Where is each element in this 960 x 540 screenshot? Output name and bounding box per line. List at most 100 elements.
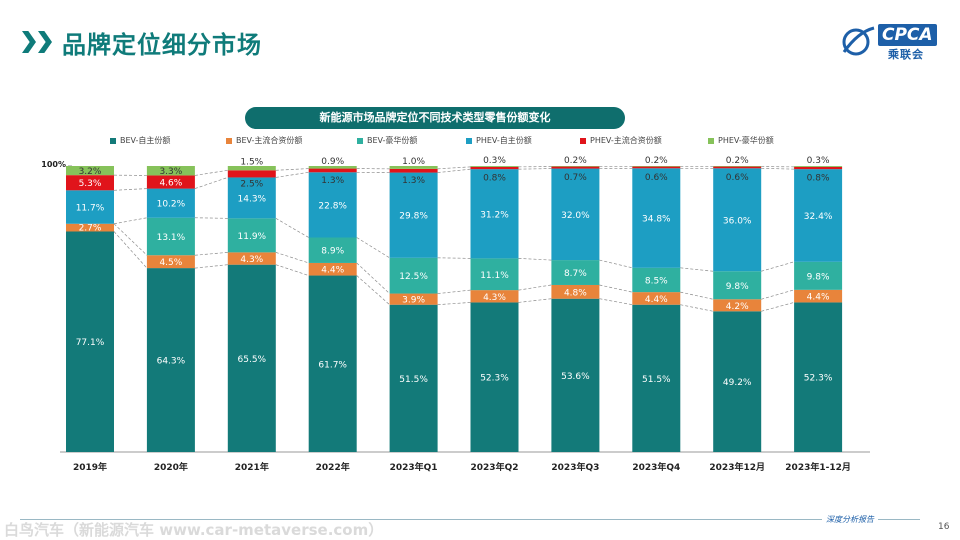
footer-report-label: 深度分析报告 <box>822 514 878 525</box>
data-label: 0.7% <box>564 173 587 183</box>
connector-line <box>437 166 471 170</box>
title-bar: 品牌定位细分市场 <box>22 22 262 62</box>
chart-title: 新能源市场品牌定位不同技术类型零售份额变化 <box>245 107 625 129</box>
connector-line <box>761 261 795 272</box>
x-tick-label: 2023年Q3 <box>551 461 599 473</box>
bar-segment <box>389 172 438 258</box>
page-title: 品牌定位细分市场 <box>62 30 262 59</box>
bar-segment <box>146 175 195 189</box>
x-tick-label: 2019年 <box>73 461 107 473</box>
data-label: 5.3% <box>79 179 102 189</box>
data-label: 3.3% <box>159 167 182 177</box>
bar-segment <box>146 166 195 176</box>
bar-segment <box>713 271 762 300</box>
data-label: 8.7% <box>564 269 587 279</box>
bar-segment <box>389 304 438 452</box>
legend-swatch <box>580 137 586 144</box>
legend-item: PHEV-豪华份额 <box>708 135 774 146</box>
data-label: 1.3% <box>402 176 425 186</box>
bar-segment <box>389 168 438 173</box>
bar-segment <box>551 260 600 285</box>
x-tick-label: 2023年1-12月 <box>785 461 851 473</box>
data-label: 0.6% <box>726 173 749 183</box>
legend-item: BEV-自主份额 <box>110 135 170 146</box>
connector-line <box>437 257 471 259</box>
bar-segment <box>794 289 843 303</box>
data-label: 9.8% <box>726 282 749 292</box>
legend-item: PHEV-主流合资份额 <box>580 135 662 146</box>
x-tick-label: 2023年12月 <box>709 461 765 473</box>
cpca-logo: CPCA 乘联会 <box>838 20 938 62</box>
connector-line <box>194 177 228 189</box>
connector-line <box>275 252 309 264</box>
bar-segment <box>713 168 762 272</box>
data-label: 4.3% <box>483 293 506 303</box>
logo-brand: CPCA <box>878 24 937 46</box>
x-tick-label: 2023年Q2 <box>471 461 519 473</box>
data-label: 14.3% <box>238 194 267 204</box>
data-label: 0.3% <box>807 156 830 166</box>
bar-segment <box>632 267 681 293</box>
connector-line <box>275 171 309 178</box>
bar-segment <box>308 275 357 452</box>
data-label: 36.0% <box>723 216 752 226</box>
data-label: 0.2% <box>645 156 668 166</box>
bar-segment <box>227 177 276 219</box>
legend-label: PHEV-豪华份额 <box>718 136 774 145</box>
data-label: 32.0% <box>561 211 590 221</box>
data-label: 53.6% <box>561 372 590 382</box>
data-label: 52.3% <box>804 374 833 384</box>
bar-segment <box>389 293 438 305</box>
connector-line <box>356 237 390 259</box>
bar-segment <box>308 262 357 276</box>
bar-segment <box>227 218 276 253</box>
legend-label: BEV-自主份额 <box>120 136 171 145</box>
bar-segment <box>713 311 762 452</box>
bar-segment <box>227 166 276 171</box>
connector-line <box>275 168 309 171</box>
bar-segment <box>308 168 357 173</box>
bar-segment <box>794 166 843 170</box>
data-label: 11.1% <box>480 271 509 281</box>
data-label: 22.8% <box>318 201 347 211</box>
data-label: 64.3% <box>157 357 186 367</box>
connector-line <box>356 262 390 294</box>
connector-line <box>599 284 633 293</box>
x-tick-label: 2020年 <box>154 461 188 473</box>
x-tick-label: 2022年 <box>316 461 350 473</box>
data-label: 0.8% <box>483 174 506 184</box>
bar-segment <box>66 190 114 224</box>
data-label: 0.8% <box>807 174 830 184</box>
chart-legend: BEV-自主份额 BEV-主流合资份额 BEV-豪华份额 PHEV-自主份额 PHEV-… <box>0 135 960 149</box>
x-tick-label: 2023年Q4 <box>632 461 680 473</box>
bar-segment <box>632 166 681 169</box>
data-label: 29.8% <box>399 212 428 222</box>
bar-segment <box>470 290 519 303</box>
bar-segment <box>308 237 357 263</box>
bar-segment <box>470 166 519 167</box>
legend-swatch <box>110 137 116 144</box>
bar-segment <box>794 169 843 262</box>
data-label: 2.5% <box>240 179 263 189</box>
legend-item: BEV-主流合资份额 <box>226 135 302 146</box>
connector-line <box>599 259 633 269</box>
data-label: 1.3% <box>321 176 344 186</box>
data-label: 4.6% <box>159 179 182 189</box>
data-label: 9.8% <box>807 272 830 282</box>
bar-segment <box>713 166 762 169</box>
connector-line <box>680 267 714 272</box>
bar-segment <box>146 217 195 256</box>
bar-segment <box>227 264 276 452</box>
data-label: 11.9% <box>238 232 267 242</box>
bar-segment <box>470 169 519 259</box>
connector-line <box>680 304 714 312</box>
bar-segment <box>66 223 114 232</box>
bar-segment <box>632 292 681 305</box>
data-label: 51.5% <box>399 375 428 385</box>
data-label: 77.1% <box>76 338 105 348</box>
data-label: 32.4% <box>804 212 833 222</box>
legend-swatch <box>708 137 714 144</box>
data-label: 1.0% <box>402 157 425 167</box>
bar-segment <box>146 268 195 452</box>
